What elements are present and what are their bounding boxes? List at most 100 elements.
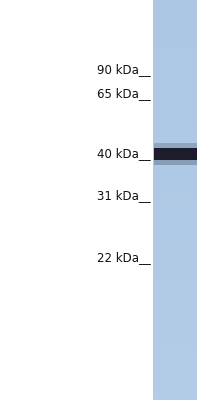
- Bar: [153, 104, 197, 105]
- Bar: [153, 109, 197, 111]
- Bar: [153, 253, 197, 255]
- Bar: [153, 160, 197, 161]
- Bar: [153, 128, 197, 129]
- Bar: [153, 65, 197, 67]
- Bar: [153, 60, 197, 61]
- Bar: [153, 289, 197, 291]
- Bar: [153, 244, 197, 245]
- Bar: [153, 310, 197, 312]
- Bar: [153, 248, 197, 249]
- Bar: [153, 181, 197, 183]
- Bar: [153, 284, 197, 285]
- Bar: [153, 280, 197, 281]
- Bar: [153, 381, 197, 383]
- Bar: [153, 73, 197, 75]
- Bar: [153, 376, 197, 377]
- Bar: [153, 193, 197, 195]
- Bar: [153, 210, 197, 212]
- Bar: [153, 180, 197, 181]
- Bar: [153, 145, 197, 147]
- Bar: [153, 17, 197, 19]
- Bar: [153, 373, 197, 375]
- Bar: [153, 336, 197, 337]
- Bar: [153, 137, 197, 139]
- Bar: [153, 84, 197, 85]
- Bar: [153, 41, 197, 43]
- Bar: [153, 246, 197, 248]
- Bar: [153, 152, 197, 153]
- Bar: [153, 49, 197, 51]
- Bar: [153, 266, 197, 268]
- Bar: [153, 86, 197, 88]
- Bar: [153, 36, 197, 37]
- Bar: [153, 237, 197, 239]
- Bar: [153, 70, 197, 72]
- Bar: [153, 0, 197, 1]
- Bar: [153, 308, 197, 309]
- Bar: [153, 282, 197, 284]
- Bar: [153, 342, 197, 344]
- Bar: [153, 290, 197, 292]
- Bar: [153, 38, 197, 40]
- Bar: [153, 320, 197, 321]
- Bar: [154, 143, 197, 148]
- Bar: [153, 341, 197, 343]
- Bar: [153, 198, 197, 200]
- Bar: [153, 188, 197, 189]
- Bar: [153, 268, 197, 269]
- Bar: [153, 326, 197, 328]
- Bar: [154, 160, 197, 165]
- Bar: [153, 321, 197, 323]
- Bar: [153, 332, 197, 333]
- Bar: [153, 132, 197, 133]
- Bar: [153, 241, 197, 243]
- Bar: [153, 294, 197, 296]
- Bar: [153, 278, 197, 280]
- Bar: [153, 129, 197, 131]
- Bar: [153, 110, 197, 112]
- Bar: [153, 397, 197, 399]
- Bar: [153, 48, 197, 49]
- Bar: [153, 102, 197, 104]
- Bar: [153, 42, 197, 44]
- Bar: [153, 272, 197, 273]
- Bar: [153, 398, 197, 400]
- Bar: [153, 68, 197, 69]
- Bar: [153, 53, 197, 55]
- Bar: [153, 173, 197, 175]
- Bar: [153, 81, 197, 83]
- Bar: [153, 382, 197, 384]
- Text: 40 kDa__: 40 kDa__: [97, 148, 151, 160]
- Bar: [153, 354, 197, 356]
- Bar: [153, 161, 197, 163]
- Bar: [153, 177, 197, 179]
- Bar: [153, 138, 197, 140]
- Bar: [153, 96, 197, 97]
- Text: 22 kDa__: 22 kDa__: [97, 252, 151, 264]
- Bar: [153, 52, 197, 53]
- Bar: [153, 234, 197, 236]
- Bar: [153, 28, 197, 29]
- Bar: [153, 26, 197, 28]
- Bar: [153, 130, 197, 132]
- Bar: [153, 236, 197, 237]
- Bar: [153, 312, 197, 313]
- Bar: [153, 388, 197, 389]
- Bar: [153, 124, 197, 125]
- Bar: [153, 208, 197, 209]
- Bar: [153, 64, 197, 65]
- Bar: [153, 40, 197, 41]
- Bar: [153, 93, 197, 95]
- Bar: [153, 125, 197, 127]
- Bar: [153, 372, 197, 373]
- Bar: [153, 120, 197, 121]
- Bar: [153, 229, 197, 231]
- Bar: [153, 330, 197, 332]
- Bar: [153, 313, 197, 315]
- Bar: [153, 249, 197, 251]
- Bar: [153, 50, 197, 52]
- Bar: [153, 4, 197, 5]
- Bar: [153, 108, 197, 109]
- Bar: [153, 348, 197, 349]
- Bar: [153, 302, 197, 304]
